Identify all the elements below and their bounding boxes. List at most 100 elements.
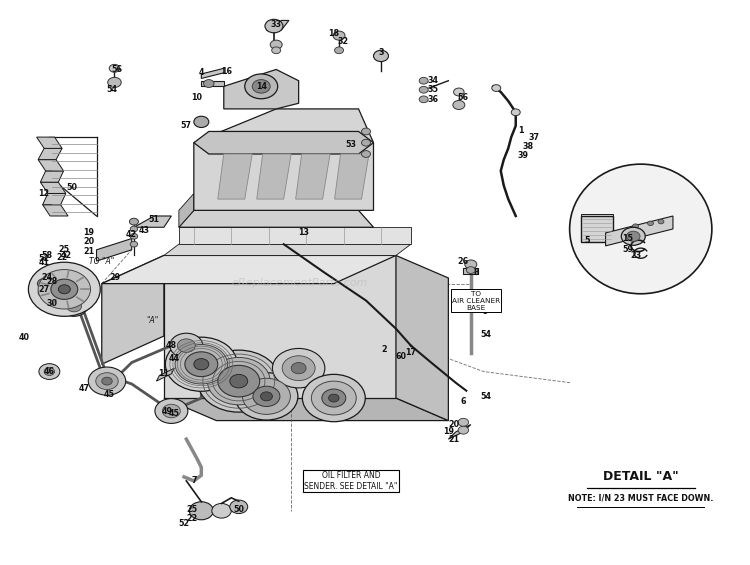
- Circle shape: [453, 101, 465, 110]
- Polygon shape: [40, 182, 66, 193]
- Polygon shape: [102, 255, 164, 364]
- Circle shape: [322, 389, 346, 407]
- Circle shape: [272, 349, 325, 388]
- Text: DETAIL "A": DETAIL "A": [603, 471, 679, 484]
- Text: 4: 4: [199, 68, 204, 77]
- Text: 42: 42: [61, 251, 72, 260]
- Text: 54: 54: [106, 85, 117, 94]
- Circle shape: [260, 392, 272, 401]
- Circle shape: [458, 426, 469, 434]
- Circle shape: [282, 356, 315, 381]
- Text: 56: 56: [111, 65, 122, 74]
- Text: 49: 49: [161, 406, 172, 415]
- Text: 23: 23: [630, 251, 641, 260]
- Circle shape: [311, 381, 356, 415]
- Text: 9: 9: [483, 307, 488, 316]
- Polygon shape: [217, 154, 252, 199]
- Text: 12: 12: [38, 189, 50, 198]
- Text: 48: 48: [166, 341, 177, 350]
- Text: 19: 19: [83, 228, 94, 237]
- Polygon shape: [266, 20, 289, 30]
- Text: 50: 50: [233, 505, 244, 514]
- Polygon shape: [47, 270, 62, 280]
- Circle shape: [31, 273, 58, 294]
- Polygon shape: [164, 255, 396, 398]
- Text: "A": "A": [146, 316, 158, 325]
- Text: 60: 60: [396, 353, 406, 362]
- Circle shape: [38, 279, 51, 289]
- Circle shape: [170, 333, 202, 358]
- Circle shape: [39, 364, 60, 380]
- Circle shape: [175, 345, 227, 384]
- Circle shape: [230, 375, 248, 388]
- Circle shape: [626, 231, 640, 241]
- Text: 51: 51: [148, 215, 160, 224]
- Text: 45: 45: [169, 408, 180, 418]
- Circle shape: [67, 301, 82, 312]
- Circle shape: [88, 367, 126, 395]
- Circle shape: [492, 85, 501, 92]
- Circle shape: [207, 358, 270, 405]
- Circle shape: [291, 363, 306, 374]
- Polygon shape: [40, 171, 64, 182]
- Text: 29: 29: [109, 273, 120, 282]
- Polygon shape: [580, 216, 613, 242]
- Circle shape: [374, 50, 388, 62]
- Circle shape: [265, 19, 283, 33]
- Circle shape: [130, 226, 138, 232]
- Text: 37: 37: [528, 133, 539, 142]
- Circle shape: [632, 224, 638, 228]
- Text: 43: 43: [139, 226, 150, 235]
- Text: 10: 10: [191, 93, 202, 102]
- Text: 44: 44: [169, 354, 180, 363]
- Circle shape: [272, 47, 280, 54]
- Text: 26: 26: [458, 257, 469, 266]
- Text: 57: 57: [181, 121, 192, 131]
- Polygon shape: [201, 81, 223, 86]
- Circle shape: [155, 398, 188, 423]
- Text: 42: 42: [126, 230, 137, 239]
- Circle shape: [465, 260, 477, 269]
- Circle shape: [211, 503, 231, 518]
- Text: 24: 24: [41, 273, 53, 282]
- Circle shape: [621, 227, 645, 245]
- Text: TO
AIR CLEANER
BASE: TO AIR CLEANER BASE: [452, 290, 500, 311]
- Text: 59: 59: [622, 245, 634, 254]
- Circle shape: [184, 352, 218, 377]
- Polygon shape: [464, 268, 478, 274]
- Circle shape: [419, 86, 428, 93]
- Text: 39: 39: [518, 151, 529, 160]
- Polygon shape: [194, 109, 374, 210]
- Polygon shape: [134, 216, 172, 227]
- Text: 47: 47: [79, 384, 90, 393]
- Text: 17: 17: [406, 349, 416, 358]
- Circle shape: [230, 500, 248, 514]
- Text: 15: 15: [622, 234, 634, 243]
- Circle shape: [647, 221, 653, 225]
- Circle shape: [166, 337, 237, 392]
- Text: 14: 14: [256, 82, 267, 91]
- Polygon shape: [334, 154, 369, 199]
- Text: 52: 52: [38, 254, 50, 263]
- Circle shape: [61, 296, 88, 316]
- Circle shape: [58, 285, 70, 294]
- Text: 58: 58: [41, 251, 53, 260]
- Text: 34: 34: [428, 76, 439, 85]
- Text: 28: 28: [46, 277, 57, 286]
- Text: 16: 16: [221, 67, 232, 76]
- Polygon shape: [256, 154, 291, 199]
- Polygon shape: [37, 137, 62, 149]
- Text: 8: 8: [473, 268, 478, 277]
- Text: NOTE: I/N 23 MUST FACE DOWN.: NOTE: I/N 23 MUST FACE DOWN.: [568, 493, 713, 502]
- Polygon shape: [605, 216, 673, 246]
- Text: 5: 5: [584, 236, 590, 245]
- Polygon shape: [47, 295, 72, 308]
- Circle shape: [658, 219, 664, 224]
- Polygon shape: [194, 132, 374, 154]
- Polygon shape: [97, 238, 132, 261]
- Text: 36: 36: [428, 95, 439, 104]
- Circle shape: [253, 386, 280, 406]
- Text: 21: 21: [83, 247, 94, 256]
- Polygon shape: [201, 68, 223, 79]
- Circle shape: [242, 379, 290, 414]
